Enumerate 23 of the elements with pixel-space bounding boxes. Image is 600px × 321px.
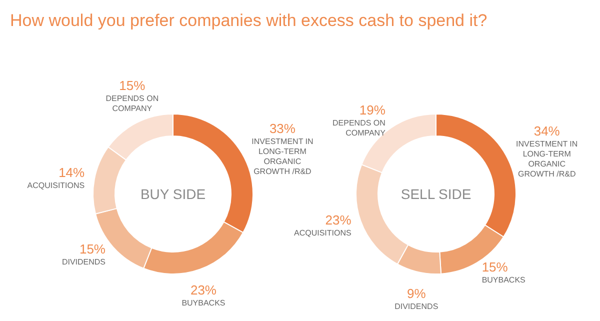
slice-label: INVESTMENT IN LONG-TERM ORGANIC GROWTH /R&D	[252, 137, 314, 176]
slice-label: DEPENDS ON COMPANY	[106, 94, 159, 113]
slice-label: ACQUISITIONS	[294, 228, 352, 238]
data-label: 15%	[482, 259, 508, 274]
slice-label: BUYBACKS	[182, 298, 226, 308]
slice-label: BUYBACKS	[482, 275, 526, 284]
data-label: 15%	[79, 242, 106, 257]
data-label: 9%	[406, 286, 426, 301]
data-label: 23%	[190, 282, 217, 298]
slice-label: INVESTMENT IN LONG-TERM ORGANIC GROWTH /R&D	[516, 140, 578, 179]
slice-label: DEPENDS ON COMPANY	[332, 118, 386, 138]
data-label: 33%	[269, 121, 296, 136]
slice-label: DIVIDENDS	[394, 302, 438, 311]
text: SELL SIDE	[400, 186, 472, 202]
slice-label: ACQUISITIONS	[27, 181, 85, 190]
data-label: 34%	[534, 124, 560, 139]
data-label: 15%	[119, 78, 146, 93]
data-label: 14%	[58, 165, 86, 180]
text: BUY SIDE	[140, 186, 206, 202]
data-label: 23%	[325, 212, 352, 228]
chart-title: How would you prefer companies with excess cash to spend it?	[10, 11, 488, 30]
data-label: 19%	[359, 102, 386, 118]
slice-label: DIVIDENDS	[62, 258, 106, 267]
